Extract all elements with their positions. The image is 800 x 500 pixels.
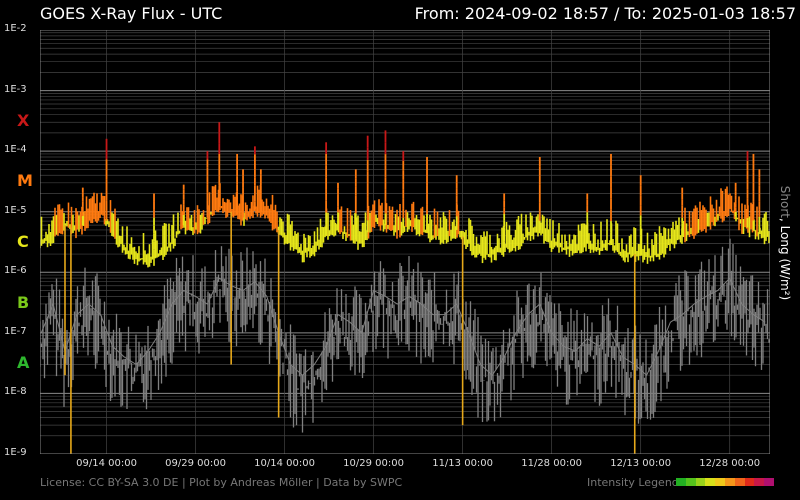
legend-swatch	[764, 478, 774, 486]
flare-class-c: C	[17, 232, 29, 251]
legend-swatch	[705, 478, 716, 486]
flare-class-x: X	[17, 110, 30, 130]
y-tick-label: 1E-4	[4, 144, 27, 156]
x-tick-label: 10/14 00:00	[254, 458, 315, 469]
y-tick-label: 1E-2	[4, 23, 27, 34]
y-label-sep: ,	[778, 217, 792, 226]
intensity-legend-label: Intensity Legend	[587, 476, 679, 489]
time-range: From: 2024-09-02 18:57 / To: 2025-01-03 …	[414, 4, 796, 23]
legend-swatch	[754, 478, 765, 486]
legend-swatch	[715, 478, 725, 486]
series-long	[40, 122, 770, 454]
y-tick-label: 1E-3	[4, 83, 27, 95]
legend-swatch	[734, 478, 745, 486]
xray-flux-plot	[40, 30, 770, 454]
flare-class-a: A	[17, 353, 30, 373]
intensity-legend-bar	[676, 478, 774, 486]
legend-swatch	[695, 478, 706, 486]
y-axis-label: Short, Long (W/m²)	[778, 186, 792, 300]
chart-title: GOES X-Ray Flux - UTC	[40, 4, 223, 23]
flare-class-b: B	[17, 292, 30, 312]
x-tick-label: 11/13 00:00	[432, 458, 494, 469]
x-tick-label: 11/28 00:00	[521, 458, 583, 469]
x-tick-label: 09/29 00:00	[165, 458, 226, 469]
legend-swatch	[744, 478, 755, 486]
x-tick-label: 09/14 00:00	[76, 458, 137, 469]
y-tick-label: 1E-9	[4, 447, 27, 458]
y-tick-label: 1E-6	[4, 265, 27, 277]
y-tick-label: 1E-8	[4, 386, 27, 398]
x-tick-label: 12/13 00:00	[610, 458, 672, 469]
credits-footer: License: CC BY-SA 3.0 DE | Plot by Andre…	[40, 476, 403, 489]
legend-swatch	[685, 478, 696, 486]
x-tick-label: 10/29 00:00	[343, 458, 405, 469]
legend-swatch	[676, 478, 686, 486]
y-label-long: Long (W/m²)	[778, 225, 792, 301]
flare-class-m: M	[17, 171, 33, 191]
y-tick-label: 1E-7	[4, 325, 27, 337]
y-label-short: Short	[778, 185, 792, 218]
y-tick-label: 1E-5	[4, 204, 27, 216]
x-tick-label: 12/28 00:00	[699, 458, 761, 469]
legend-swatch	[724, 478, 735, 486]
